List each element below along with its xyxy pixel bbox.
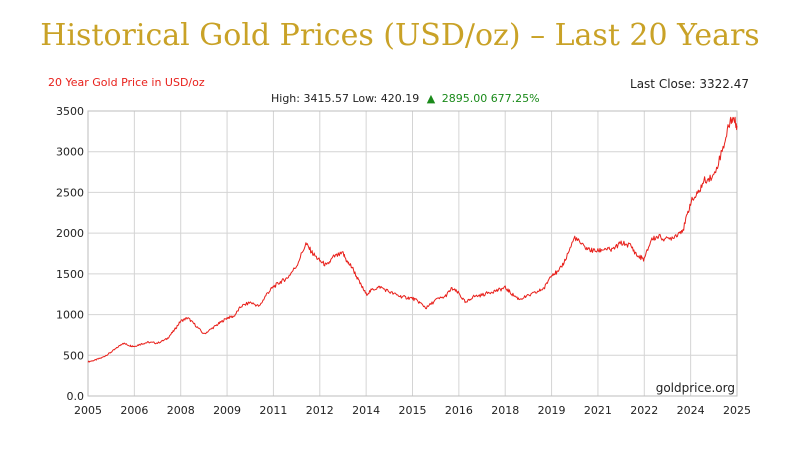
watermark: goldprice.org [656,381,735,395]
x-tick-label: 2009 [213,404,241,417]
x-tick-label: 2006 [120,404,148,417]
y-tick-label: 0.0 [67,390,85,403]
up-arrow-icon: ▲ [427,92,436,105]
y-tick-label: 500 [63,349,84,362]
y-tick-label: 1000 [56,309,84,322]
x-tick-label: 2005 [74,404,102,417]
change-text: 2895.00 677.25% [442,92,540,105]
gold-price-series-line [87,116,738,363]
high-low-text: High: 3415.57 Low: 420.19 [271,92,419,105]
y-tick-label: 3500 [56,105,84,118]
page-title: Historical Gold Prices (USD/oz) – Last 2… [40,18,760,53]
chart-subtitle: 20 Year Gold Price in USD/oz [48,76,205,89]
x-tick-label: 2022 [630,404,658,417]
grid-layer [87,110,738,397]
x-tick-label: 2024 [677,404,705,417]
y-tick-label: 3000 [56,146,84,159]
x-tick-label: 2019 [538,404,566,417]
y-tick-labels: 0.0 500 1000 1500 2000 2500 3000 3500 [56,105,84,403]
y-tick-label: 2500 [56,186,84,199]
x-tick-label: 2011 [259,404,287,417]
x-tick-label: 2025 [723,404,751,417]
x-tick-label: 2008 [167,404,195,417]
x-tick-label: 2016 [445,404,473,417]
x-tick-label: 2012 [306,404,334,417]
plot-frame [87,110,738,397]
high-low-stats: High: 3415.57 Low: 420.19 ▲ 2895.00 677.… [271,92,540,105]
series-layer [87,116,738,363]
x-tick-label: 2018 [491,404,519,417]
last-close-label: Last Close: 3322.47 [630,77,749,91]
x-tick-label: 2014 [352,404,380,417]
x-tick-label: 2015 [399,404,427,417]
y-tick-label: 1500 [56,268,84,281]
y-tick-label: 2000 [56,227,84,240]
x-tick-labels: 2005 2006 2008 2009 2011 2012 2014 2015 2016 2018… [74,404,751,417]
x-tick-label: 2021 [584,404,612,417]
